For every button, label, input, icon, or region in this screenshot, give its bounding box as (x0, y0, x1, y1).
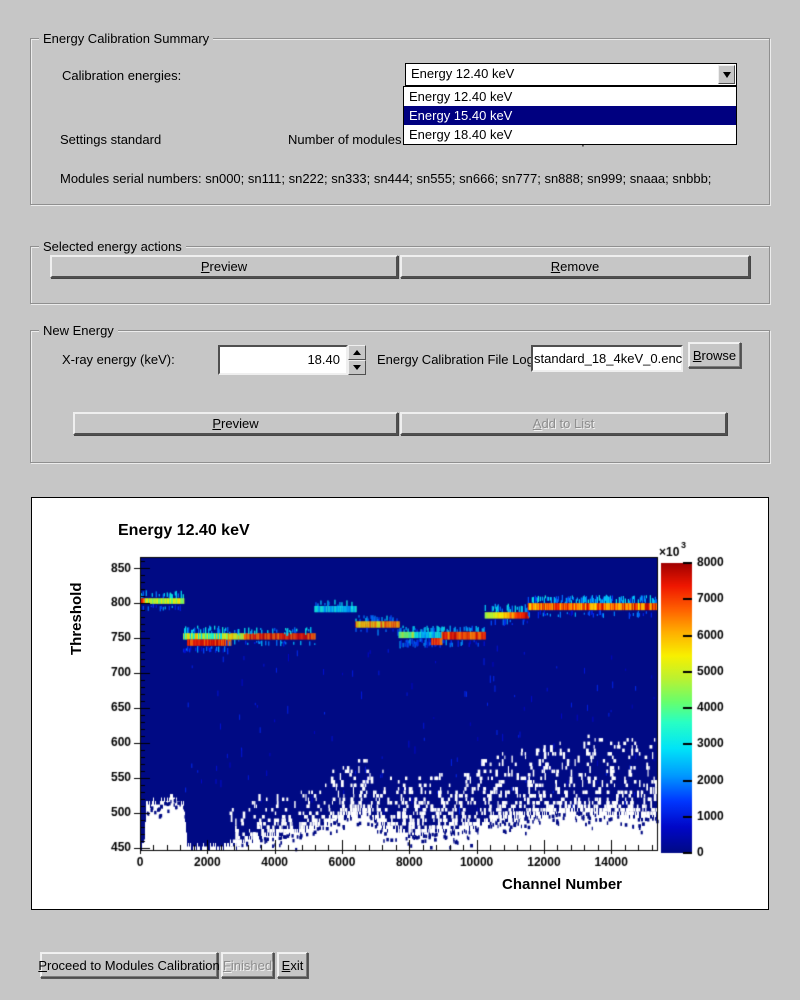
modules-serial-numbers-label: Modules serial numbers: sn000; sn111; sn… (60, 171, 712, 186)
file-log-value: standard_18_4keV_0.encal (534, 351, 682, 366)
settings-standard-label: Settings standard (60, 132, 162, 147)
dropdown-item[interactable]: Energy 12.40 keV (409, 89, 513, 104)
chevron-down-icon (722, 71, 731, 78)
file-log-label: Energy Calibration File Log (377, 352, 534, 367)
xray-energy-value: 18.40 (307, 352, 340, 367)
file-log-input[interactable]: standard_18_4keV_0.encal (531, 345, 683, 372)
threshold-heatmap-canvas (32, 498, 768, 909)
chart-y-axis-label: Threshold (68, 582, 85, 656)
dropdown-item[interactable]: Energy 18.40 keV (409, 127, 513, 142)
calibration-energies-dropdown: Energy 12.40 keV Energy 15.40 keV Energy 1… (403, 86, 737, 145)
calibration-energies-combobox[interactable]: Energy 12.40 keV (405, 63, 737, 86)
combobox-arrow-button[interactable] (718, 65, 735, 84)
spin-down-button[interactable] (348, 360, 366, 375)
xray-energy-label: X-ray energy (keV): (62, 352, 175, 367)
number-of-modules-label: Number of modules 12 (288, 132, 420, 147)
spin-up-button[interactable] (348, 345, 366, 360)
calibration-energies-label: Calibration energies: (62, 68, 182, 83)
dropdown-item[interactable]: Energy 15.40 keV (404, 106, 736, 125)
selected-energy-actions-legend: Selected energy actions (39, 239, 186, 254)
combobox-selected-value: Energy 12.40 keV (411, 66, 515, 81)
xray-energy-field[interactable]: 18.40 (218, 345, 348, 375)
arrow-up-icon (353, 350, 361, 355)
selected-energy-actions-group: Selected energy actions (30, 239, 770, 304)
threshold-scan-plot-panel: Energy 12.40 keV Threshold Channel Numbe… (31, 497, 769, 910)
summary-group: Energy Calibration Summary (30, 31, 770, 205)
arrow-down-icon (353, 365, 361, 370)
chart-title: Energy 12.40 keV (118, 522, 250, 539)
new-energy-group: New Energy (30, 323, 770, 463)
chart-x-axis-label: Channel Number (502, 876, 623, 893)
summary-group-legend: Energy Calibration Summary (39, 31, 214, 46)
new-energy-legend: New Energy (39, 323, 118, 338)
